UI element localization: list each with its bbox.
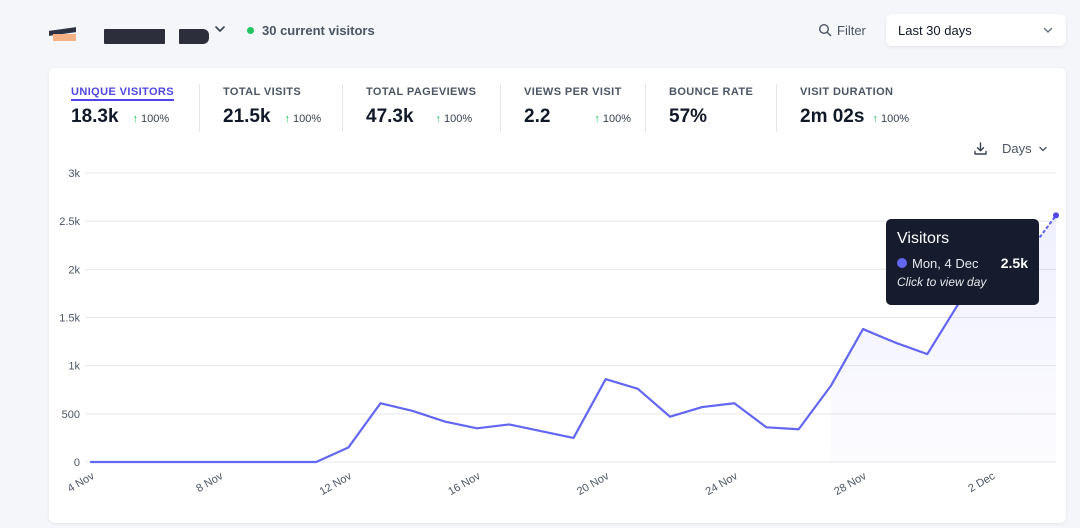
metric-change-value: 100% (141, 113, 170, 125)
chevron-down-icon (1038, 146, 1047, 151)
metric-change: ↑ 100% (436, 113, 473, 125)
metric-change-value: 100% (293, 113, 322, 125)
metric-label: BOUNCE RATE (669, 86, 754, 98)
period-selected: Last 30 days (898, 22, 972, 38)
arrow-up-icon: ↑ (284, 113, 291, 125)
download-icon[interactable] (973, 141, 988, 156)
tooltip-date: Mon, 4 Dec (912, 255, 979, 271)
metric-bounce-rate[interactable]: BOUNCE RATE 57% (669, 82, 753, 130)
search-icon (818, 23, 832, 37)
metric-label: TOTAL VISITS (223, 86, 302, 98)
metric-divider (776, 84, 777, 132)
metric-total-visits[interactable]: TOTAL VISITS 21.5k ↑ 100% (223, 82, 321, 130)
tooltip-hint: Click to view day (897, 275, 987, 289)
metric-label: VISIT DURATION (800, 86, 894, 98)
metric-value: 2.2 (524, 106, 551, 127)
metric-change-value: 100% (602, 113, 632, 125)
series-dot-icon (897, 258, 907, 268)
metric-divider (645, 84, 646, 132)
series-line-visitors[interactable] (89, 257, 1025, 464)
metric-value: 47.3k (366, 106, 414, 127)
arrow-up-icon: ↑ (435, 113, 442, 125)
metric-change-value: 100% (880, 113, 910, 125)
filter-button[interactable]: Filter (818, 21, 866, 39)
metric-change: ↑ 100% (285, 113, 322, 125)
interval-selected: Days (1002, 141, 1032, 156)
arrow-up-icon: ↑ (872, 113, 878, 125)
current-visitors[interactable]: 30 current visitors (247, 22, 375, 38)
chart-tooltip[interactable]: Visitors Mon, 4 Dec 2.5k Click to view d… (886, 219, 1039, 305)
metric-views-per-visit[interactable]: VIEWS PER VISIT 2.2 ↑ 100% (524, 82, 631, 130)
arrow-up-icon: ↑ (132, 113, 139, 125)
metric-label: VIEWS PER VISIT (524, 86, 622, 98)
metric-value: 2m 02s (800, 106, 865, 127)
arrow-up-icon: ↑ (594, 113, 600, 125)
metric-total-pageviews[interactable]: TOTAL PAGEVIEWS 47.3k ↑ 100% (366, 82, 476, 130)
top-bar: 30 current visitors Filter Last 30 days (0, 0, 1080, 62)
metric-change: ↑ 100% (133, 113, 170, 125)
metric-value: 57% (669, 106, 708, 127)
metric-change: ↑ 100% (594, 113, 631, 125)
data-point[interactable] (1053, 212, 1059, 219)
filter-label: Filter (837, 22, 866, 38)
tooltip-value: 2.5k (1000, 255, 1028, 271)
interval-select[interactable]: Days (1002, 141, 1048, 156)
current-visitors-text: 30 current visitors (262, 22, 375, 38)
metric-unique-visitors[interactable]: UNIQUE VISITORS 18.3k ↑ 100% (71, 82, 174, 130)
metric-divider (342, 84, 343, 132)
period-select[interactable]: Last 30 days (886, 14, 1066, 46)
metric-visit-duration[interactable]: VISIT DURATION 2m 02s ↑ 100% (800, 82, 909, 130)
chevron-down-icon[interactable] (213, 22, 227, 36)
site-favicon (49, 27, 76, 41)
metric-value: 21.5k (223, 106, 271, 127)
series-line-visitors-incomplete[interactable] (1022, 214, 1058, 260)
metric-change: ↑ 100% (872, 113, 909, 125)
metric-divider (199, 84, 200, 132)
site-name-redacted[interactable] (104, 29, 165, 44)
site-name-redacted-part[interactable] (179, 29, 209, 44)
chevron-down-icon (1043, 27, 1053, 33)
metric-label: TOTAL PAGEVIEWS (366, 86, 477, 98)
tooltip-title: Visitors (897, 230, 950, 247)
metric-change-value: 100% (444, 113, 473, 125)
live-dot-icon (247, 26, 254, 34)
metric-value: 18.3k (71, 106, 119, 127)
metric-label: UNIQUE VISITORS (71, 86, 174, 101)
metric-divider (500, 84, 501, 132)
